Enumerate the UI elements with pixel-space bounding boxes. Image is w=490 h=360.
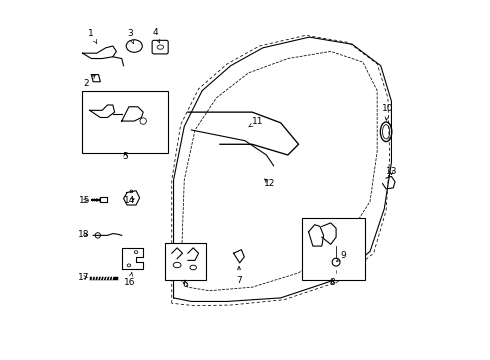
Text: 2: 2 xyxy=(83,75,95,88)
Text: 12: 12 xyxy=(264,179,275,188)
Text: 17: 17 xyxy=(78,273,89,282)
Text: 6: 6 xyxy=(182,280,188,289)
FancyBboxPatch shape xyxy=(302,217,365,280)
Text: 1: 1 xyxy=(88,29,97,43)
Text: 7: 7 xyxy=(236,266,242,284)
Text: 8: 8 xyxy=(330,278,335,287)
Text: 3: 3 xyxy=(127,29,134,44)
FancyBboxPatch shape xyxy=(82,91,168,153)
Text: 18: 18 xyxy=(78,230,89,239)
Text: 14: 14 xyxy=(124,196,136,205)
Text: 5: 5 xyxy=(122,152,128,161)
Text: 16: 16 xyxy=(124,273,136,287)
Text: 15: 15 xyxy=(78,196,90,205)
Text: 11: 11 xyxy=(249,117,263,127)
FancyBboxPatch shape xyxy=(152,40,168,54)
Text: 13: 13 xyxy=(386,167,397,176)
Text: 9: 9 xyxy=(337,251,346,262)
FancyBboxPatch shape xyxy=(165,243,206,280)
Text: 10: 10 xyxy=(382,104,393,120)
Text: 4: 4 xyxy=(152,28,160,43)
